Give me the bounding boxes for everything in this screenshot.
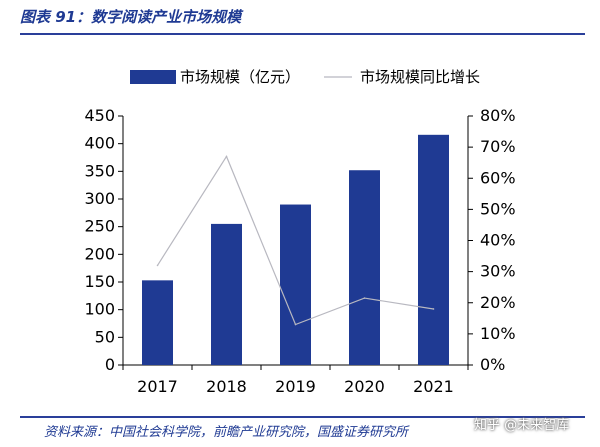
chart-axes: 0 50 100 150 200 250 300 350 400 450 0% 10% 20% 30% 40… [84,106,515,396]
chart-legend: 市场规模（亿元） 市场规模同比增长 [130,68,480,86]
x-tick-label: 2021 [413,377,454,396]
left-tick-label: 250 [84,217,115,236]
title-rule [20,33,585,35]
right-tick-label: 0% [480,355,505,374]
bar-2018 [211,223,242,365]
left-tick-label: 0 [105,355,115,374]
left-tick-label: 350 [84,161,115,180]
bar-2020 [349,170,380,365]
growth-line-series [156,155,435,326]
x-tick-label: 2020 [344,377,385,396]
left-tick-label: 400 [84,134,115,153]
source-note: 资料来源：中国社会科学院，前瞻产业研究院，国盛证券研究所 [44,425,409,440]
bar-series [142,134,449,365]
legend-bar-label: 市场规模（亿元） [180,68,300,86]
right-tick-label: 50% [480,199,516,218]
right-tick-label: 60% [480,168,516,187]
x-tick-label: 2018 [206,377,247,396]
legend-bar-swatch [130,70,176,84]
x-tick-label: 2019 [275,377,316,396]
growth-point-2020 [363,297,366,299]
right-tick-label: 20% [480,293,516,312]
right-tick-label: 40% [480,231,516,250]
right-tick-label: 10% [480,324,516,343]
growth-point-2017 [156,264,159,267]
left-tick-label: 200 [84,244,115,263]
left-tick-label: 300 [84,189,115,208]
right-tick-label: 80% [480,106,516,125]
left-tick-label: 150 [84,272,115,291]
watermark: 知乎 @未来智库 [474,418,570,433]
right-tick-label: 30% [480,262,516,281]
left-tick-label: 450 [84,106,115,125]
source-rule [20,416,585,418]
bar-2019 [280,204,311,365]
left-tick-label: 100 [84,300,115,319]
legend-line-label: 市场规模同比增长 [360,68,480,86]
right-tick-label: 70% [480,137,516,156]
bar-2017 [142,280,173,365]
growth-point-2019 [294,323,297,326]
figure-title: 图表 91：数字阅读产业市场规模 [20,8,242,26]
growth-point-2021 [432,308,435,310]
x-tick-label: 2017 [137,377,178,396]
left-tick-label: 50 [95,327,115,346]
growth-point-2018 [225,155,228,158]
bar-2021 [418,134,449,365]
